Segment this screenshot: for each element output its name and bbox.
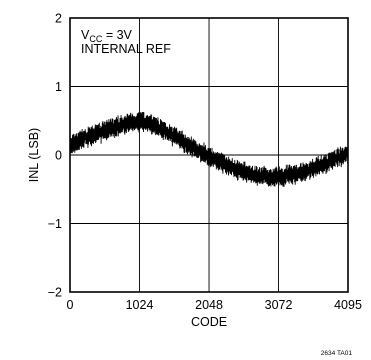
series-layer (69, 111, 349, 187)
x-tick-label: 0 (67, 298, 74, 312)
x-tick-label: 3072 (265, 298, 293, 312)
x-tick-label: 2048 (195, 298, 223, 312)
tick-labels: 0 1024 2048 3072 4095 −2 −1 0 1 2 (48, 12, 362, 313)
y-tick-label: −1 (48, 217, 62, 231)
y-tick-label: 2 (55, 12, 62, 26)
x-tick-label: 1024 (126, 298, 154, 312)
x-axis-title: CODE (191, 315, 227, 329)
figure-code: 2634 TA01 (321, 350, 353, 357)
annotation-ref: INTERNAL REF (81, 42, 171, 56)
annotation-vcc: VCC = 3V (81, 28, 133, 44)
y-tick-label: 0 (55, 149, 62, 163)
plot-frame (69, 17, 349, 293)
y-tick-label: 1 (55, 80, 62, 94)
x-tick-label: 4095 (334, 298, 362, 312)
inl-series-line (69, 111, 349, 187)
y-tick-label: −2 (48, 286, 62, 300)
y-axis-title: INL (LSB) (27, 128, 41, 182)
